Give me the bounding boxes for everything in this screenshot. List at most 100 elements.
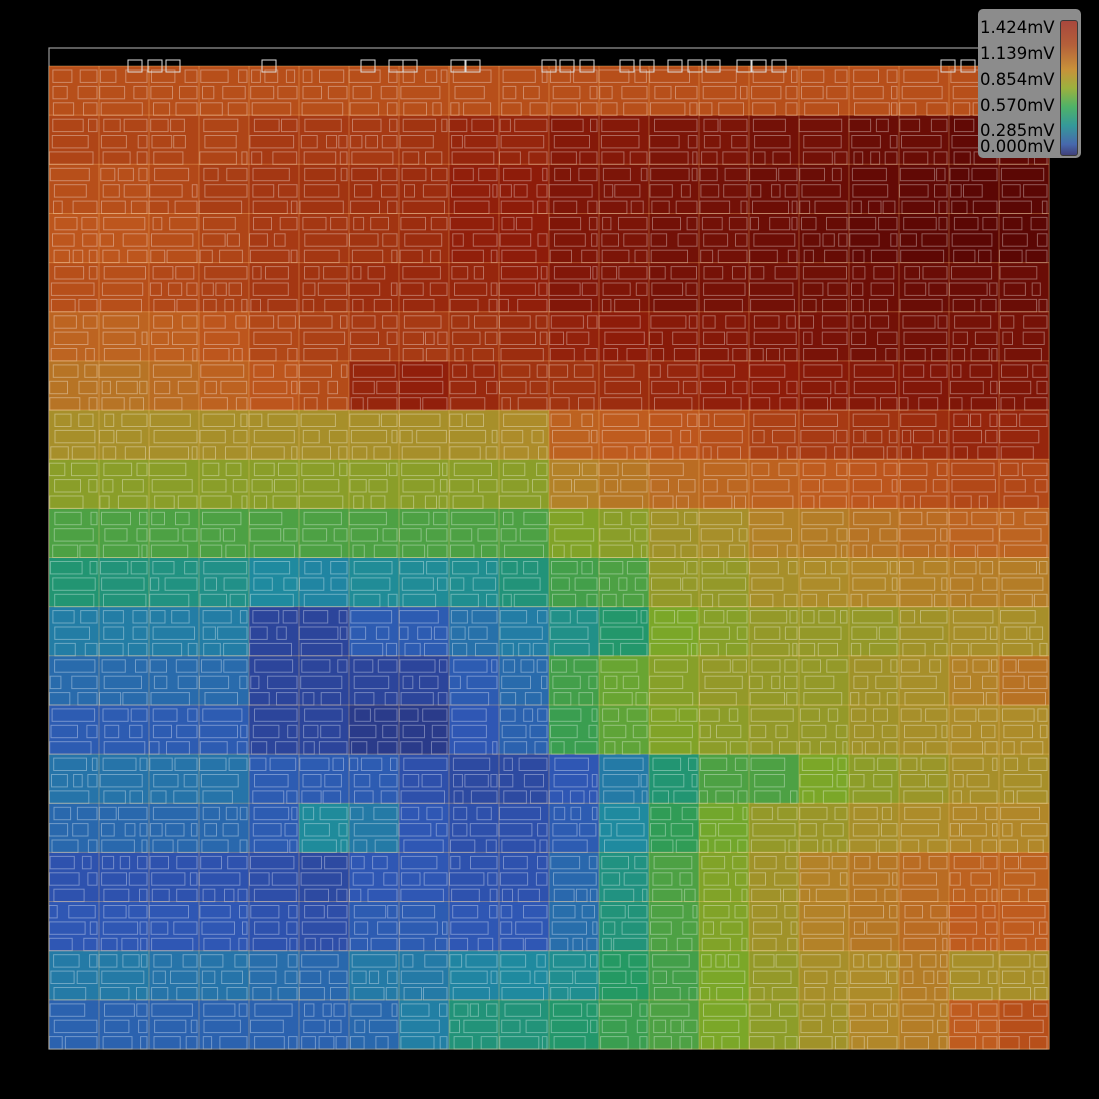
cell-instance-outline [854, 757, 875, 771]
cell-instance-outline [634, 528, 648, 542]
cell-instance-outline [242, 921, 248, 935]
cell-instance-outline [452, 364, 468, 378]
cell-instance-outline [949, 937, 967, 952]
cell-instance-outline [251, 446, 285, 460]
cell-instance-outline [402, 331, 424, 346]
cell-instance-outline [835, 1036, 848, 1050]
cell-instance-outline [853, 85, 884, 100]
cell-instance-outline [430, 216, 448, 231]
cell-instance-outline [603, 724, 627, 739]
cell-instance-outline [203, 216, 236, 231]
cell-instance-outline [802, 282, 824, 296]
io-pin [541, 59, 557, 73]
cell-instance-outline [104, 1019, 130, 1034]
cell-instance-outline [1004, 479, 1026, 493]
cell-instance-outline [518, 757, 548, 771]
cell-instance-outline [367, 266, 386, 280]
cell-instance-outline [501, 642, 514, 657]
cell-instance-outline [640, 544, 648, 558]
cell-instance-outline [903, 69, 939, 83]
cell-instance-outline [338, 446, 348, 460]
cell-instance-outline [928, 282, 948, 296]
cell-instance-outline [749, 1019, 787, 1034]
cell-instance-outline [699, 167, 718, 182]
cell-instance-outline [174, 757, 198, 771]
cell-instance-outline [453, 659, 488, 673]
cell-instance-outline [360, 757, 383, 771]
cell-instance-outline [679, 1036, 693, 1050]
cell-instance-outline [802, 462, 826, 477]
cell-instance-outline [982, 675, 998, 690]
cell-instance-outline [199, 593, 227, 608]
cell-instance-outline [177, 380, 198, 395]
cell-instance-outline [649, 69, 690, 83]
cell-instance-outline [71, 675, 98, 690]
heatmap-cell [199, 115, 250, 165]
cell-instance-outline [400, 806, 420, 821]
cell-instance-outline [784, 675, 798, 690]
cell-instance-outline [699, 757, 728, 771]
cell-instance-outline [601, 118, 640, 133]
cell-instance-outline [903, 741, 923, 755]
cell-instance-outline [302, 85, 322, 100]
cell-instance-outline [450, 593, 479, 608]
cell-instance-outline [78, 298, 98, 313]
cell-instance-outline [636, 1019, 648, 1034]
cell-instance-outline [135, 659, 148, 673]
cell-instance-outline [590, 1019, 598, 1034]
cell-instance-outline [101, 823, 115, 837]
cell-instance-outline [54, 413, 72, 428]
cell-instance-outline [749, 249, 778, 264]
cell-instance-outline [349, 888, 362, 903]
cell-instance-outline [848, 216, 877, 231]
cell-instance-outline [87, 839, 98, 853]
cell-instance-outline [726, 331, 748, 346]
cell-instance-outline [649, 642, 689, 657]
cell-instance-outline [870, 151, 881, 165]
cell-instance-outline [985, 806, 998, 821]
heatmap-cell [549, 115, 600, 165]
cell-instance-outline [675, 85, 698, 100]
cell-instance-outline [977, 544, 998, 558]
cell-instance-outline [151, 1003, 193, 1017]
cell-instance-outline [302, 429, 320, 444]
cell-instance-outline [122, 233, 148, 247]
cell-instance-outline [601, 855, 629, 870]
cell-instance-outline [536, 954, 546, 968]
cell-instance-outline [853, 921, 866, 935]
cell-instance-outline [919, 495, 948, 509]
cell-instance-outline [200, 364, 245, 378]
cell-instance-outline [738, 528, 748, 542]
cell-instance-outline [118, 806, 148, 821]
cell-instance-outline [449, 446, 481, 460]
cell-instance-outline [900, 249, 945, 264]
cell-instance-outline [941, 577, 948, 591]
cell-instance-outline [848, 528, 869, 542]
cell-instance-outline [819, 495, 847, 509]
cell-instance-outline [49, 741, 92, 755]
cell-instance-outline [700, 380, 726, 395]
heatmap-cell [399, 410, 450, 460]
cell-instance-outline [650, 528, 692, 542]
heatmap-cell [599, 360, 650, 411]
cell-instance-outline [350, 397, 364, 411]
cell-instance-outline [103, 626, 125, 640]
heatmap-cell [49, 459, 100, 509]
cell-instance-outline [683, 1019, 698, 1034]
cell-instance-outline [670, 823, 694, 837]
cell-instance-outline [649, 675, 684, 690]
cell-instance-outline [264, 69, 279, 83]
cell-instance-outline [803, 937, 844, 952]
cell-instance-outline [89, 561, 98, 575]
cell-instance-outline [1036, 233, 1048, 247]
heatmap-cell [599, 803, 650, 853]
cell-instance-outline [190, 823, 198, 837]
cell-instance-outline [578, 692, 594, 706]
cell-instance-outline [248, 954, 278, 968]
cell-instance-outline [452, 905, 479, 919]
cell-instance-outline [922, 446, 948, 460]
cell-instance-outline [620, 479, 648, 493]
io-pin [165, 59, 181, 73]
